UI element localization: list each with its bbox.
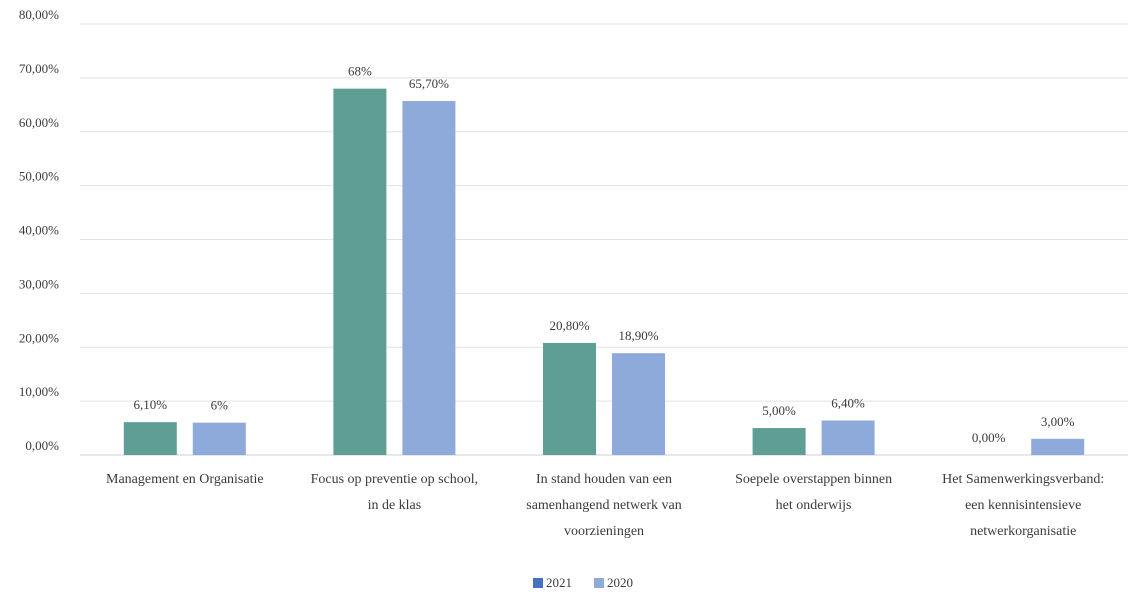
y-tick-label: 40,00% xyxy=(19,223,59,238)
y-tick-label: 10,00% xyxy=(19,384,59,399)
data-label: 6,10% xyxy=(134,397,168,412)
category-label: een kennisintensieve xyxy=(965,498,1081,513)
data-label: 68% xyxy=(348,64,372,79)
gridlines xyxy=(80,23,1128,456)
y-tick-label: 0,00% xyxy=(25,438,59,453)
y-tick-label: 50,00% xyxy=(19,169,59,184)
data-label: 3,00% xyxy=(1041,414,1075,429)
category-label: Soepele overstappen binnen xyxy=(735,472,892,487)
category-label: in de klas xyxy=(368,498,422,513)
data-label: 65,70% xyxy=(409,76,449,91)
bars xyxy=(123,88,1085,456)
y-tick-label: 20,00% xyxy=(19,330,59,345)
data-labels: 6,10% 6% 68% 65,70% 20,80% 18,90% 5,00% 6,40% 0,… xyxy=(134,64,1075,445)
category-label: Focus op preventie op school, xyxy=(311,472,479,487)
data-label: 6% xyxy=(211,398,229,413)
y-axis-ticks: 0,00% 10,00% 20,00% 30,00% 40,00% 50,00% 60,00… xyxy=(19,7,59,453)
y-tick-label: 30,00% xyxy=(19,276,59,291)
category-label: samenhangend netwerk van xyxy=(526,498,682,513)
data-label: 6,40% xyxy=(831,396,865,411)
data-label: 20,80% xyxy=(549,318,589,333)
data-label: 18,90% xyxy=(618,328,658,343)
legend: 2021 2020 xyxy=(533,575,633,590)
bar-2020 xyxy=(612,353,665,455)
category-label: In stand houden van een xyxy=(536,472,672,487)
bar-2020 xyxy=(821,420,875,455)
category-label: Management en Organisatie xyxy=(106,472,264,487)
legend-swatch xyxy=(594,578,604,588)
bar-2020 xyxy=(192,422,246,455)
bar-2020 xyxy=(1031,438,1085,455)
bar-2020 xyxy=(402,101,456,455)
data-label: 0,00% xyxy=(972,430,1006,445)
data-label: 5,00% xyxy=(762,403,796,418)
legend-label: 2021 xyxy=(546,575,572,590)
category-label: netwerkorganisatie xyxy=(970,524,1076,539)
y-tick-label: 60,00% xyxy=(19,115,59,130)
category-label: voorzieningen xyxy=(564,524,644,539)
y-tick-label: 70,00% xyxy=(19,61,59,76)
y-tick-label: 80,00% xyxy=(19,7,59,22)
legend-label: 2020 xyxy=(607,575,633,590)
category-label: Het Samenwerkingsverband: xyxy=(942,472,1104,487)
bar-2021 xyxy=(752,428,806,455)
legend-swatch xyxy=(533,578,543,588)
category-labels: Management en Organisatie Focus op preven… xyxy=(106,472,1104,539)
bar-2021 xyxy=(543,342,596,455)
bar-2021 xyxy=(123,422,177,455)
category-label: het onderwijs xyxy=(776,498,852,513)
bar-2021 xyxy=(333,88,387,456)
